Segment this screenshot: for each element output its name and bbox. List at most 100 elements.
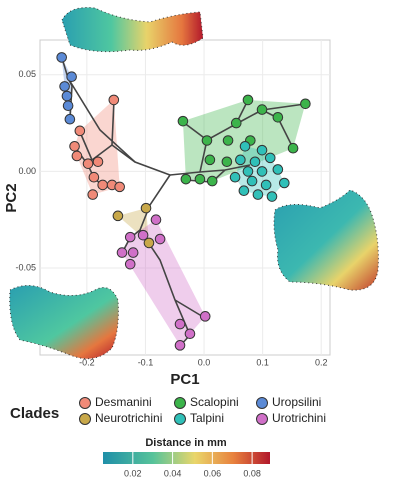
point (71, 150, 83, 162)
point (56, 52, 67, 63)
point (206, 175, 218, 187)
legend-label: Uropsilini (272, 395, 321, 409)
point (174, 318, 186, 330)
legend-swatch (79, 413, 91, 425)
point (184, 328, 196, 340)
shape-insets (9, 7, 379, 360)
colorbar-title: Distance in mm (145, 437, 227, 449)
legend-label: Talpini (190, 411, 224, 425)
point (92, 156, 104, 168)
colorbar: 0.02 0.04 0.06 0.08 (103, 452, 270, 478)
legend-title: Clades (10, 405, 59, 422)
colorbar-tick-label: 0.08 (243, 468, 261, 478)
branch (121, 204, 151, 254)
point (108, 94, 120, 106)
point (174, 340, 186, 351)
point (221, 156, 233, 168)
point (201, 135, 213, 146)
point (256, 104, 268, 115)
legend-swatch (174, 413, 186, 425)
point (114, 181, 125, 193)
branch (111, 99, 171, 176)
point (266, 191, 278, 202)
point (124, 258, 136, 270)
point (61, 90, 73, 102)
point (154, 233, 166, 245)
x-tick-label: 0.0 (198, 357, 211, 367)
points (56, 52, 311, 351)
x-tick-label: -0.2 (79, 357, 95, 367)
point (242, 94, 254, 106)
point (229, 171, 241, 183)
point (249, 156, 261, 168)
point (62, 100, 74, 112)
point (59, 81, 70, 92)
x-tick-label: -0.1 (138, 357, 154, 367)
point (287, 142, 299, 154)
point (150, 214, 162, 226)
point (180, 173, 192, 185)
legend-label: Urotrichini (272, 411, 326, 425)
point (143, 237, 155, 249)
point (127, 247, 139, 258)
branch (79, 131, 113, 162)
colorbar-gradient (103, 452, 270, 464)
x-tick-label: 0.2 (315, 357, 328, 367)
point (264, 152, 276, 164)
point (272, 112, 284, 123)
point (194, 173, 206, 185)
point (239, 140, 251, 152)
point (242, 166, 254, 177)
x-tick-label: 0.1 (256, 357, 269, 367)
point (74, 125, 86, 137)
y-tick-label: -0.05 (15, 262, 36, 272)
branch (174, 299, 206, 319)
hull (122, 219, 206, 346)
colorbar-tick-label: 0.02 (124, 468, 142, 478)
y-tick-label: 0.00 (18, 166, 36, 176)
branch (169, 164, 251, 176)
point (137, 229, 149, 241)
point (235, 154, 246, 166)
point (300, 98, 311, 110)
point (230, 117, 242, 129)
point (82, 158, 94, 169)
colorbar-tick-label: 0.04 (164, 468, 182, 478)
point (204, 154, 216, 166)
legend: Desmanini Neurotrichini Scalopini Talpini Ur… (79, 395, 326, 425)
hull (74, 99, 120, 195)
legend-label: Neurotrichini (95, 411, 162, 425)
legend-label: Desmanini (95, 395, 152, 409)
x-axis-label: PC1 (170, 371, 199, 388)
mandible-inset (61, 7, 204, 53)
legend-swatch (256, 397, 268, 409)
branch (67, 77, 136, 163)
point (124, 231, 136, 243)
y-tick-label: 0.05 (18, 69, 36, 79)
point (112, 210, 124, 222)
point (256, 166, 268, 177)
point (64, 113, 76, 125)
point (199, 311, 211, 322)
point (177, 115, 189, 127)
point (87, 189, 99, 200)
point (279, 177, 290, 189)
point (256, 144, 268, 156)
point (66, 71, 77, 83)
point (88, 171, 100, 183)
point (97, 179, 108, 191)
point (272, 164, 284, 175)
mandible-inset (9, 285, 119, 360)
point (260, 179, 272, 191)
colorbar-tick-label: 0.06 (204, 468, 222, 478)
point (222, 135, 234, 146)
legend-label: Scalopini (190, 395, 239, 409)
legend-swatch (79, 397, 91, 409)
point (140, 202, 152, 214)
point (69, 140, 80, 152)
mandible-inset (273, 189, 379, 291)
point (238, 185, 250, 197)
legend-swatch (256, 413, 268, 425)
point (252, 189, 264, 200)
